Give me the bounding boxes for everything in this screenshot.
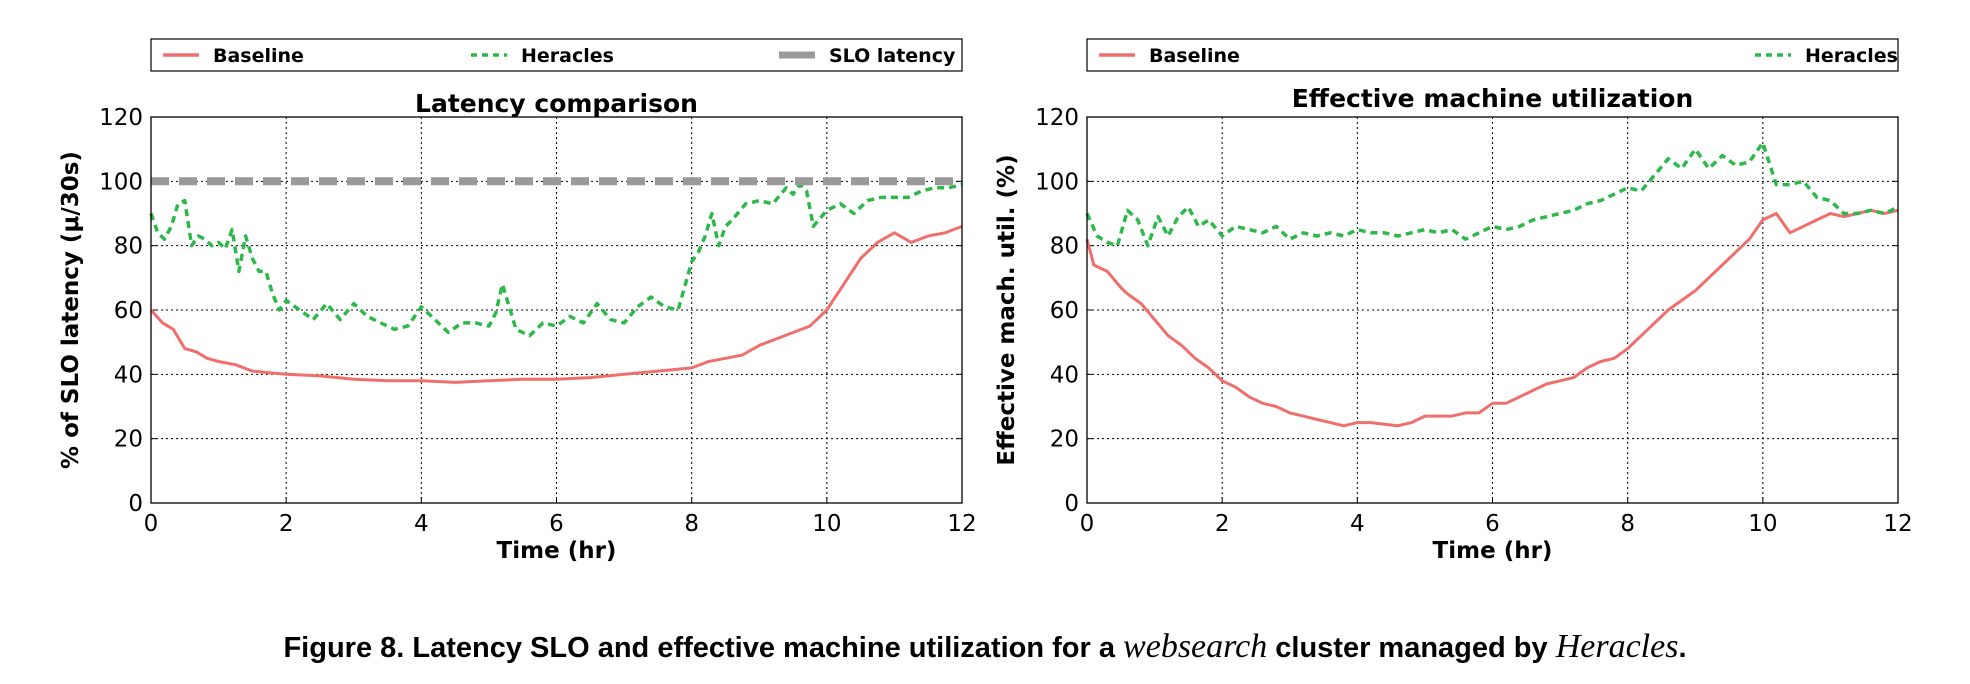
figure: Baseline Heracles SLO latency Latency compa… bbox=[58, 38, 1913, 564]
y-tick-label-6: 120 bbox=[99, 105, 143, 131]
x-tick-label-4: 8 bbox=[684, 511, 699, 537]
series-line-baseline bbox=[1085, 208, 1899, 428]
x-tick-label-1: 2 bbox=[1215, 511, 1230, 537]
legend-label-1: Heracles bbox=[521, 45, 614, 67]
x-tick-label-6: 12 bbox=[947, 511, 976, 537]
y-tick-label-1: 20 bbox=[114, 427, 143, 453]
legend-box bbox=[150, 38, 963, 72]
legend-label-2: SLO latency bbox=[829, 45, 956, 67]
x-tick-label-3: 6 bbox=[1485, 511, 1500, 537]
figure-caption: Figure 8. Latency SLO and effective mach… bbox=[0, 628, 1970, 666]
x-tick-label-2: 4 bbox=[414, 511, 429, 537]
caption-suffix: . bbox=[1678, 632, 1687, 664]
y-tick-label-4: 80 bbox=[114, 234, 143, 260]
x-tick-label-6: 12 bbox=[1883, 511, 1912, 537]
y-axis-label: Effective mach. util. (%) bbox=[994, 154, 1020, 465]
x-tick-label-5: 10 bbox=[1748, 511, 1777, 537]
chart-title: Effective machine utilization bbox=[1292, 84, 1694, 113]
caption-emph-heracles: Heracles bbox=[1555, 628, 1679, 665]
plot-frame bbox=[150, 116, 963, 504]
chart-title: Latency comparison bbox=[415, 89, 698, 118]
caption-emph-websearch: websearch bbox=[1123, 628, 1268, 665]
x-tick-label-4: 8 bbox=[1620, 511, 1635, 537]
plot-frame bbox=[1086, 116, 1899, 504]
y-tick-label-4: 80 bbox=[1050, 234, 1079, 260]
y-tick-label-3: 60 bbox=[1050, 298, 1079, 324]
series-line-baseline bbox=[149, 224, 963, 384]
series-line-heracles bbox=[149, 182, 963, 338]
legend-label-1: Heracles bbox=[1805, 45, 1898, 67]
x-tick-label-5: 10 bbox=[812, 511, 841, 537]
x-tick-label-3: 6 bbox=[549, 511, 564, 537]
y-tick-label-2: 40 bbox=[1050, 362, 1079, 388]
caption-middle: cluster managed by bbox=[1275, 632, 1548, 664]
y-axis-label: % of SLO latency (μ/30s) bbox=[58, 151, 84, 469]
y-tick-label-2: 40 bbox=[114, 362, 143, 388]
machine-utilization-chart: Baseline Heracles Effective machine utiliz… bbox=[994, 38, 1913, 564]
caption-prefix: Figure 8. Latency SLO and effective mach… bbox=[283, 632, 1115, 664]
x-axis-label: Time (hr) bbox=[1433, 538, 1553, 564]
x-tick-label-0: 0 bbox=[1080, 511, 1095, 537]
y-tick-label-0: 0 bbox=[1064, 491, 1079, 517]
y-tick-label-5: 100 bbox=[99, 169, 143, 195]
y-tick-label-6: 120 bbox=[1035, 105, 1079, 131]
x-tick-label-1: 2 bbox=[279, 511, 294, 537]
legend-label-0: Baseline bbox=[1149, 45, 1240, 67]
legend-label-0: Baseline bbox=[213, 45, 304, 67]
legend-box bbox=[1086, 38, 1899, 72]
x-tick-label-0: 0 bbox=[144, 511, 159, 537]
y-tick-label-0: 0 bbox=[128, 491, 143, 517]
y-tick-label-5: 100 bbox=[1035, 169, 1079, 195]
x-axis-label: Time (hr) bbox=[497, 538, 617, 564]
y-tick-label-3: 60 bbox=[114, 298, 143, 324]
x-tick-label-2: 4 bbox=[1350, 511, 1365, 537]
y-tick-label-1: 20 bbox=[1050, 427, 1079, 453]
latency-comparison-chart: Baseline Heracles SLO latency Latency compa… bbox=[58, 38, 977, 564]
